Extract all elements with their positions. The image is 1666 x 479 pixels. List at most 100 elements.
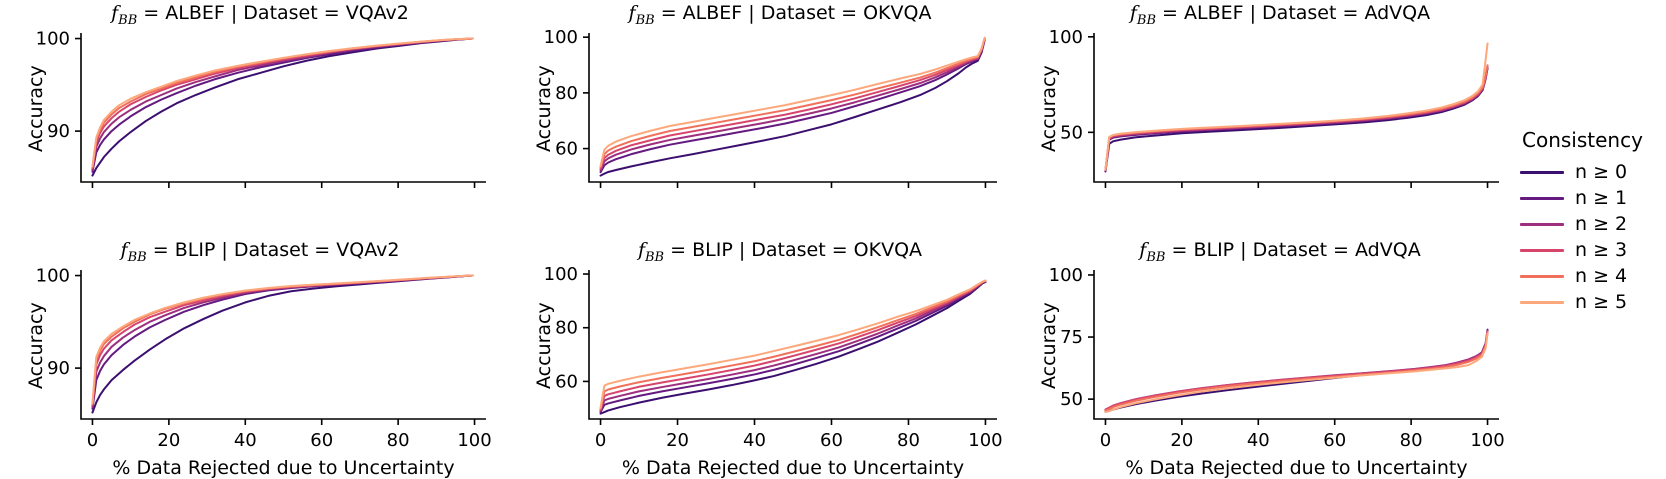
y-tick-label: 100 <box>544 264 578 285</box>
x-tick-label: 60 <box>1323 430 1346 451</box>
y-tick-label: 50 <box>1060 389 1083 410</box>
y-tick-label: 90 <box>47 358 70 379</box>
series-line <box>599 279 987 410</box>
legend-item[interactable]: n ≥ 1 <box>1520 185 1666 211</box>
series-line <box>599 37 986 172</box>
x-tick-label: 80 <box>387 430 410 451</box>
legend-color-swatch <box>1520 274 1564 278</box>
legend-item[interactable]: n ≥ 2 <box>1520 211 1666 237</box>
x-tick-label: 80 <box>897 430 920 451</box>
series-line <box>91 274 474 410</box>
legend-color-swatch <box>1520 222 1564 226</box>
series-line <box>1104 64 1489 171</box>
series-line <box>599 280 987 414</box>
series-line <box>599 37 986 169</box>
y-tick-label: 100 <box>1049 27 1083 48</box>
series-line <box>599 38 986 177</box>
y-tick-label: 60 <box>555 371 578 392</box>
x-tick-label: 60 <box>820 430 843 451</box>
series-line <box>91 274 474 408</box>
axis-spines <box>80 33 486 183</box>
panel-title: fBB = ALBEF | Dataset = VQAv2 <box>111 2 409 28</box>
x-tick-label: 100 <box>1470 430 1504 451</box>
panel-title: fBB = ALBEF | Dataset = AdVQA <box>1129 2 1431 28</box>
series-line <box>1104 66 1489 172</box>
x-tick-label: 20 <box>1170 430 1193 451</box>
series-line <box>1104 332 1489 414</box>
panel-title: fBB = BLIP | Dataset = OKVQA <box>637 239 923 265</box>
y-tick-label: 80 <box>555 318 578 339</box>
legend-entries: n ≥ 0 n ≥ 1 n ≥ 2 n ≥ 3 n ≥ 4 n ≥ 5 <box>1520 159 1666 315</box>
x-tick-label: 0 <box>1100 430 1111 451</box>
series-line <box>599 281 987 415</box>
series-line <box>599 37 986 170</box>
legend-item-label: n ≥ 3 <box>1575 239 1628 261</box>
y-tick-label: 90 <box>47 121 70 142</box>
chart-panel-albef-okvqa: fBB = ALBEF | Dataset = OKVQA Accuracy 60 8… <box>520 0 1040 240</box>
y-tick-label: 75 <box>1060 327 1083 348</box>
y-tick-label: 100 <box>1049 265 1083 286</box>
axis-spines <box>80 270 486 420</box>
x-tick-label: 40 <box>234 430 257 451</box>
legend-item-label: n ≥ 0 <box>1575 161 1628 183</box>
x-tick-label: 20 <box>666 430 689 451</box>
legend-item-label: n ≥ 1 <box>1575 187 1628 209</box>
y-tick-label: 100 <box>544 27 578 48</box>
axis-spines <box>1093 270 1499 420</box>
legend-item[interactable]: n ≥ 3 <box>1520 237 1666 263</box>
legend-item[interactable]: n ≥ 4 <box>1520 263 1666 289</box>
panel-title: fBB = BLIP | Dataset = VQAv2 <box>120 239 400 265</box>
legend-item-label: n ≥ 2 <box>1575 213 1628 235</box>
panel-title: fBB = BLIP | Dataset = AdVQA <box>1139 239 1421 265</box>
axis-spines <box>588 33 997 183</box>
series-line <box>91 274 474 407</box>
chart-panel-albef-vqav2: fBB = ALBEF | Dataset = VQAv2 Accuracy 90 1… <box>0 0 520 240</box>
series-line <box>1104 331 1489 413</box>
plot-area: 60 80 100 <box>544 27 997 188</box>
series-line <box>91 274 474 414</box>
series-line <box>599 279 987 409</box>
series-line <box>1104 42 1489 171</box>
series-line <box>1104 67 1489 173</box>
legend-item[interactable]: n ≥ 0 <box>1520 159 1666 185</box>
x-tick-label: 40 <box>1247 430 1270 451</box>
chart-panel-blip-advqa: fBB = BLIP | Dataset = AdVQA Accuracy 50 75… <box>1038 237 1520 479</box>
axis-spines <box>1093 33 1499 183</box>
plot-area: 50 100 <box>1049 27 1499 188</box>
series-line <box>91 274 474 406</box>
x-axis-label: % Data Rejected due to Uncertainty <box>621 457 965 479</box>
chart-panel-blip-okvqa: fBB = BLIP | Dataset = OKVQA Accuracy 60 80… <box>520 237 1040 479</box>
legend-title: Consistency <box>1522 128 1643 152</box>
legend-color-swatch <box>1520 248 1564 252</box>
y-tick-label: 100 <box>36 29 70 50</box>
plot-area: 90 100 <box>36 29 486 188</box>
series-line <box>599 36 986 167</box>
x-tick-label: 100 <box>968 430 1002 451</box>
plot-area: 90 100 0 20 40 60 80 100 <box>36 266 492 451</box>
series-line <box>599 38 986 174</box>
legend-item-label: n ≥ 5 <box>1575 291 1628 313</box>
axis-spines <box>588 270 997 420</box>
legend-color-swatch <box>1520 196 1564 200</box>
y-tick-label: 100 <box>36 266 70 287</box>
legend-color-swatch <box>1520 170 1564 174</box>
chart-panel-blip-vqav2: fBB = BLIP | Dataset = VQAv2 Accuracy 90 10… <box>0 237 520 479</box>
chart-panel-albef-advqa: fBB = ALBEF | Dataset = AdVQA Accuracy 50 1… <box>1038 0 1520 240</box>
y-tick-label: 50 <box>1060 122 1083 143</box>
x-tick-label: 60 <box>310 430 333 451</box>
x-tick-label: 20 <box>157 430 180 451</box>
legend-item[interactable]: n ≥ 5 <box>1520 289 1666 315</box>
panel-title: fBB = ALBEF | Dataset = OKVQA <box>628 2 932 28</box>
x-axis-label: % Data Rejected due to Uncertainty <box>1125 457 1468 479</box>
legend-item-label: n ≥ 4 <box>1575 265 1628 287</box>
x-tick-label: 100 <box>457 430 491 451</box>
x-tick-label: 0 <box>87 430 98 451</box>
y-tick-label: 60 <box>555 139 578 160</box>
x-tick-label: 40 <box>743 430 766 451</box>
plot-area: 60 80 100 0 20 40 60 80 100 <box>544 264 1003 451</box>
series-line <box>1104 65 1489 172</box>
plot-area: 50 75 100 0 20 40 60 80 100 <box>1049 265 1505 451</box>
x-tick-label: 80 <box>1400 430 1423 451</box>
y-tick-label: 80 <box>555 83 578 104</box>
